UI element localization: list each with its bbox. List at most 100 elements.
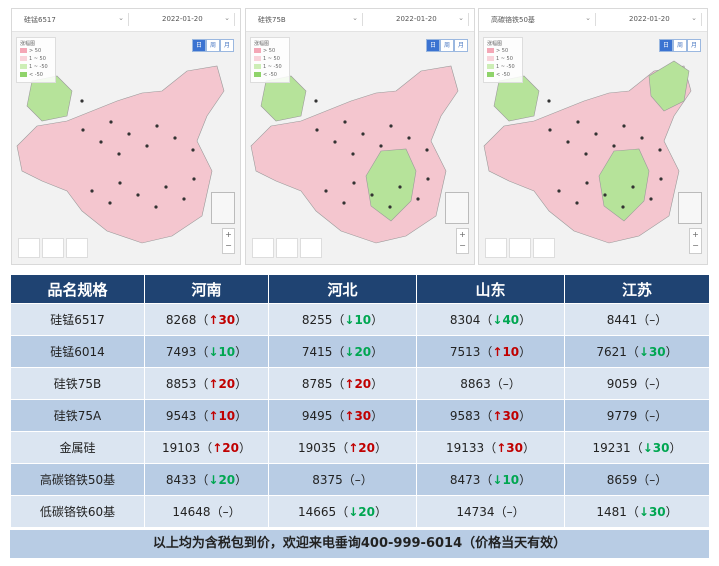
header-product: 品名规格 xyxy=(10,274,145,304)
price-cell: 8785（↑20） xyxy=(268,367,417,400)
zoom-control[interactable]: + − xyxy=(689,228,702,254)
chevron-down-icon: ⌄ xyxy=(224,14,230,22)
legend-label: > 50 xyxy=(263,48,276,54)
period-button[interactable]: 月 xyxy=(454,39,468,52)
price-table: 品名规格 河南 河北 山东 江苏 硅锰6517 8268（↑30） 8255（↓10… xyxy=(10,274,710,528)
change-value: 20 xyxy=(354,345,372,359)
product-select[interactable]: 高碳铬铁50基 ⌄ xyxy=(485,13,596,26)
product-name-cell: 金属硅 xyxy=(10,431,145,464)
period-toggle: 日周月 xyxy=(426,39,468,52)
legend-swatch xyxy=(487,56,494,61)
city-marker xyxy=(108,201,112,205)
zoom-out-icon[interactable]: − xyxy=(692,241,699,250)
period-button[interactable]: 月 xyxy=(220,39,234,52)
city-marker xyxy=(649,197,653,201)
legend-label: 1 ~ 50 xyxy=(496,56,513,62)
change-value: – xyxy=(502,377,509,391)
legend-swatch xyxy=(254,56,261,61)
change-value: 10 xyxy=(502,345,520,359)
header-shandong: 山东 xyxy=(416,274,565,304)
period-toggle: 日周月 xyxy=(192,39,234,52)
period-button[interactable]: 日 xyxy=(192,39,206,52)
city-marker xyxy=(80,99,84,103)
city-marker xyxy=(594,132,598,136)
change-value: 10 xyxy=(218,409,236,423)
price-cell: 8441（–） xyxy=(564,303,710,336)
arrow-down-icon: ↓ xyxy=(642,441,653,455)
legend-label: 1 ~ -50 xyxy=(263,64,282,70)
legend-entry: 1 ~ -50 xyxy=(20,64,48,71)
table-row: 硅锰6517 8268（↑30） 8255（↓10） 8304（↓40） 8441（–） xyxy=(10,303,710,336)
south-china-sea-inset xyxy=(211,192,235,224)
price-value: 19133 xyxy=(446,441,485,455)
product-name-cell: 硅锰6517 xyxy=(10,303,145,336)
header-hebei: 河北 xyxy=(268,274,417,304)
change-value: 20 xyxy=(218,377,236,391)
legend-entry: > 50 xyxy=(254,48,275,55)
change-up: ↑20 xyxy=(348,441,375,455)
price-table-header: 品名规格 河南 河北 山东 江苏 xyxy=(10,274,710,304)
legend-swatch xyxy=(254,48,261,53)
city-marker xyxy=(426,177,430,181)
period-button[interactable]: 日 xyxy=(426,39,440,52)
price-value: 14665 xyxy=(298,505,337,519)
arrow-down-icon: ↓ xyxy=(208,473,219,487)
period-button[interactable]: 周 xyxy=(440,39,454,52)
city-marker xyxy=(548,128,552,132)
date-select-value: 2022-01-20 xyxy=(162,15,203,23)
period-button[interactable]: 日 xyxy=(659,39,673,52)
city-marker xyxy=(416,197,420,201)
china-price-map xyxy=(16,65,225,244)
price-value: 9779 xyxy=(606,409,638,423)
stat-card xyxy=(533,238,555,258)
price-cell: 8853（↑20） xyxy=(144,367,269,400)
period-button[interactable]: 月 xyxy=(687,39,701,52)
zoom-in-icon[interactable]: + xyxy=(459,230,466,239)
legend-label: 1 ~ -50 xyxy=(496,64,515,70)
product-select[interactable]: 硅锰6517 ⌄ xyxy=(18,13,129,26)
change-up: ↑10 xyxy=(492,345,519,359)
map-stats xyxy=(485,238,557,258)
change-up: ↑30 xyxy=(496,441,523,455)
legend-label: < -50 xyxy=(496,72,510,78)
legend-entry: 1 ~ -50 xyxy=(487,64,515,71)
city-marker xyxy=(622,124,626,128)
change-value: 30 xyxy=(502,409,520,423)
zoom-in-icon[interactable]: + xyxy=(692,230,699,239)
city-marker xyxy=(621,205,625,209)
period-button[interactable]: 周 xyxy=(206,39,220,52)
date-select[interactable]: 2022-01-20 ⌄ xyxy=(599,13,702,26)
date-select[interactable]: 2022-01-20 ⌄ xyxy=(132,13,235,26)
product-select[interactable]: 硅铁75B ⌄ xyxy=(252,13,363,26)
stat-card xyxy=(485,238,507,258)
city-marker xyxy=(145,144,149,148)
arrow-up-icon: ↑ xyxy=(208,313,219,327)
zoom-out-icon[interactable]: − xyxy=(459,241,466,250)
change-down: ↓20 xyxy=(208,473,235,487)
price-value: 8785 xyxy=(301,377,333,391)
price-cell: 19133（↑30） xyxy=(416,431,565,464)
price-value: 8255 xyxy=(301,313,333,327)
city-marker xyxy=(90,189,94,193)
period-button[interactable]: 周 xyxy=(673,39,687,52)
zoom-control[interactable]: + − xyxy=(456,228,469,254)
change-value: 20 xyxy=(218,473,236,487)
zoom-control[interactable]: + − xyxy=(222,228,235,254)
map-legend: 涨幅图 > 50 1 ~ 50 1 ~ -50 < -50 xyxy=(16,37,56,83)
change-value: 20 xyxy=(358,505,375,519)
price-cell: 7621（↓30） xyxy=(564,335,710,368)
arrow-down-icon: ↓ xyxy=(208,345,219,359)
zoom-out-icon[interactable]: − xyxy=(225,241,232,250)
zoom-in-icon[interactable]: + xyxy=(225,230,232,239)
table-row: 低碳铬铁60基 14648（–） 14665（↓20） 14734（–） 1481（↓3… xyxy=(10,495,710,528)
legend-title: 涨幅图 xyxy=(20,41,36,47)
price-value: 7621 xyxy=(596,345,627,359)
legend-label: 1 ~ 50 xyxy=(29,56,46,62)
arrow-up-icon: ↑ xyxy=(208,377,219,391)
date-select[interactable]: 2022-01-20 ⌄ xyxy=(366,13,469,26)
legend-entry: < -50 xyxy=(20,72,43,79)
change-value: – xyxy=(354,473,361,487)
city-marker xyxy=(658,148,662,152)
table-row: 硅锰6014 7493（↓10） 7415（↓20） 7513（↑10） 7621（↓3… xyxy=(10,335,710,368)
price-value: 8268 xyxy=(165,313,197,327)
